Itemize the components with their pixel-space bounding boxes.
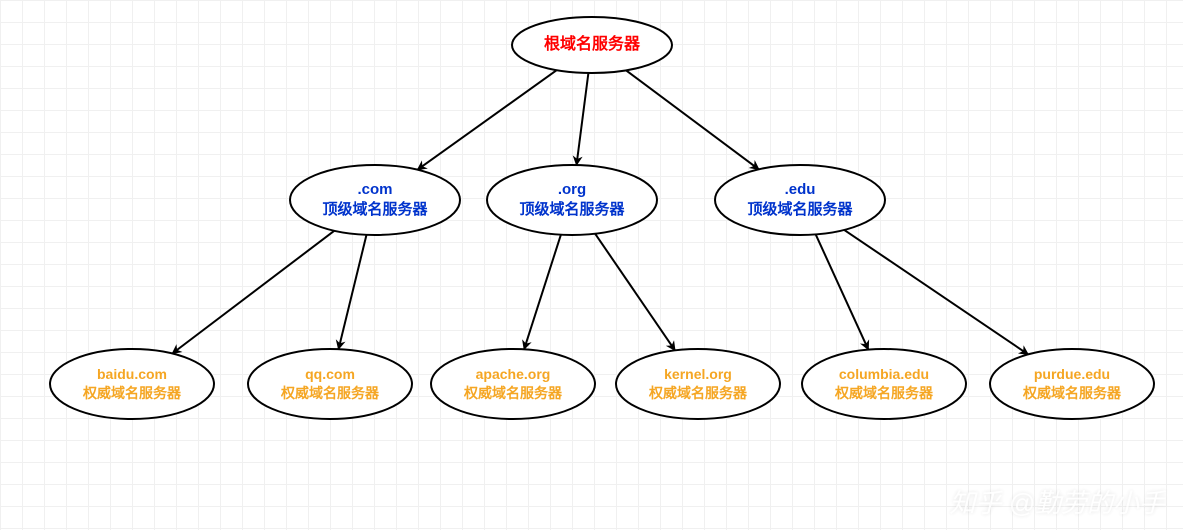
node-apache — [431, 349, 595, 419]
node-baidu — [50, 349, 214, 419]
diagram-svg — [0, 0, 1183, 530]
edge-org-kernel — [595, 234, 675, 351]
node-kernel — [616, 349, 780, 419]
node-columbia — [802, 349, 966, 419]
node-edu — [715, 165, 885, 235]
edge-com-baidu — [172, 231, 334, 354]
edge-root-org — [577, 73, 589, 165]
edge-org-apache — [524, 235, 561, 350]
node-root — [512, 17, 672, 73]
node-org — [487, 165, 657, 235]
edge-edu-columbia — [816, 234, 869, 349]
nodes-layer — [50, 17, 1154, 419]
node-purdue — [990, 349, 1154, 419]
edge-edu-purdue — [844, 230, 1028, 355]
node-com — [290, 165, 460, 235]
edge-com-qq — [339, 235, 367, 349]
edge-root-edu — [626, 70, 759, 169]
edge-root-com — [418, 70, 557, 170]
node-qq — [248, 349, 412, 419]
